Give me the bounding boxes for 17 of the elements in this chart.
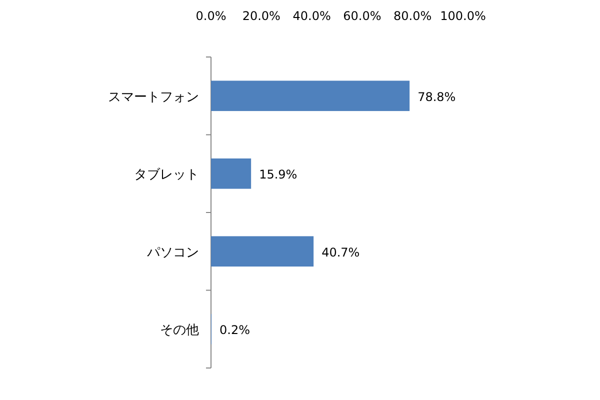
y-tick-label: パソコン bbox=[146, 245, 199, 260]
x-tick-label: 20.0% bbox=[242, 9, 280, 23]
bar bbox=[211, 80, 410, 112]
x-tick-label: 40.0% bbox=[292, 9, 331, 23]
y-tick-label: タブレット bbox=[134, 168, 199, 183]
data-label: 78.8% bbox=[418, 90, 456, 104]
data-label: 0.2% bbox=[220, 323, 250, 338]
y-tick-label: スマートフォン bbox=[108, 90, 199, 105]
bar bbox=[211, 158, 252, 189]
x-tick-label: 0.0% bbox=[196, 9, 226, 23]
data-label: 40.7% bbox=[322, 245, 360, 260]
y-tick-label: その他 bbox=[160, 323, 199, 338]
x-tick-label: 80.0% bbox=[394, 9, 432, 23]
x-tick-label: 60.0% bbox=[343, 9, 382, 23]
x-tick-label: 100.0% bbox=[440, 9, 486, 23]
data-label: 15.9% bbox=[259, 168, 298, 182]
bar bbox=[211, 236, 314, 267]
